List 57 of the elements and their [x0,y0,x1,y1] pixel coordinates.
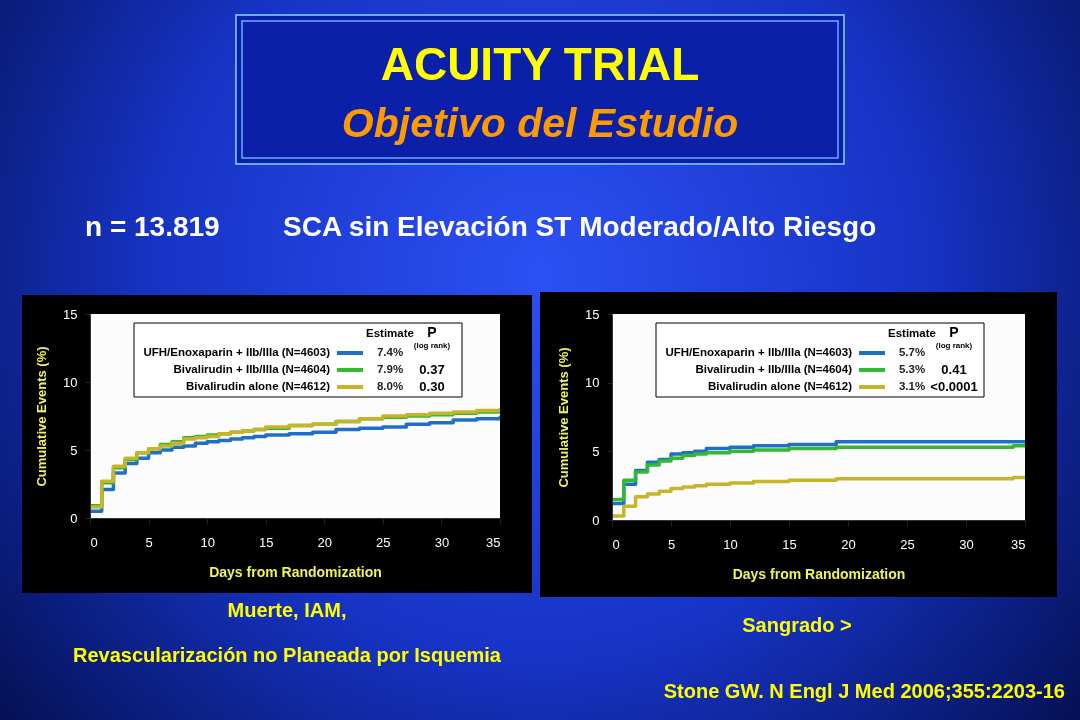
y-tick-label: 10 [63,374,78,390]
x-tick-label: 25 [376,534,391,550]
annotation: 8.0% [376,380,404,392]
y-tick-label: 15 [63,306,78,322]
legend-label: UFH/Enoxaparin + IIb/IIIa (N=4603) [143,346,331,358]
text: Sangrado > [742,614,852,636]
x-tick-label: 20 [317,534,333,550]
x-tick-label: 35 [1011,536,1026,552]
annotation: 5.3% [898,363,926,375]
legend-label: Bivalirudin + IIb/IIIa (N=4604) [173,363,331,375]
x-tick-label: 10 [723,536,738,552]
annotation: <0.0001 [930,379,978,394]
annotation: 0.37 [419,362,445,377]
annotation: 7.9% [376,363,404,375]
x-tick-label: 5 [145,534,153,550]
annotation: 0.30 [419,379,445,394]
text: n = 13.819 [85,211,220,242]
x-tick-label: 0 [612,536,620,552]
x-tick-label: 15 [258,534,274,550]
x-tick-label: 30 [434,534,450,550]
x-tick-label: 10 [200,534,215,550]
annotation: 7.4% [376,346,404,358]
text: ACUITY TRIAL [380,38,700,90]
annotation: 3.1% [898,380,926,392]
text: SCA sin Elevación ST Moderado/Alto Riesgo [283,211,877,242]
legend-label: UFH/Enoxaparin + IIb/IIIa (N=4603) [665,346,853,358]
x-tick-label: 5 [667,536,676,552]
y-tick-label: 0 [70,510,78,526]
legend-label: Bivalirudin + IIb/IIIa (N=4604) [695,363,853,375]
annotation: P [427,324,437,340]
x-tick-label: 20 [841,536,856,552]
y-tick-label: 5 [592,443,600,459]
legend-label: Bivalirudin alone (N=4612) [185,380,331,392]
y-tick-label: 10 [585,375,600,391]
x-axis-title: Days from Randomization [209,563,382,580]
x-tick-label: 25 [900,536,915,552]
legend-label: Bivalirudin alone (N=4612) [707,380,853,392]
annotation: 0.41 [941,362,967,377]
x-axis-title: Days from Randomization [732,565,906,582]
annotation: (log rank) [935,341,973,350]
annotation: P [949,324,959,340]
annotation: 5.7% [898,346,926,358]
annotation: Estimate [366,327,414,339]
text: Stone GW. N Engl J Med 2006;355:2203-16 [663,680,1065,702]
y-tick-label: 5 [70,442,78,458]
x-tick-label: 35 [486,534,501,550]
x-tick-label: 15 [782,536,797,552]
y-axis-title: Cumulative Events (%) [34,346,50,487]
y-tick-label: 15 [585,306,600,322]
annotation: (log rank) [413,341,451,350]
annotation: Estimate [888,327,936,339]
text: Muerte, IAM, Revascularización no Planeada por Isquemia [73,599,502,666]
x-tick-label: 30 [959,536,974,552]
x-tick-label: 0 [90,534,98,550]
text: Objetivo del Estudio [341,100,739,146]
y-tick-label: 0 [592,512,600,528]
y-axis-title: Cumulative Events (%) [556,347,572,488]
